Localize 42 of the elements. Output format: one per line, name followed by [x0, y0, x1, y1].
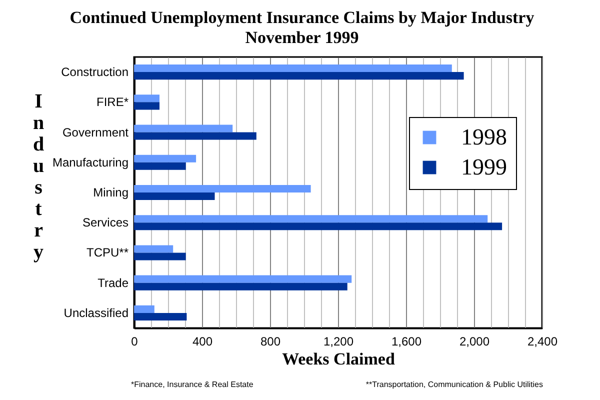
bar: [134, 154, 196, 162]
x-tick-label: 1,200: [323, 334, 354, 348]
bar: [134, 275, 352, 283]
legend-label: 1999: [461, 154, 507, 180]
chart-title: Continued Unemployment Insurance Claims by Major Industry: [70, 8, 535, 27]
bar: [134, 252, 186, 260]
bar: [134, 72, 464, 80]
chart-subtitle: November 1999: [245, 28, 359, 47]
bar: [134, 184, 311, 192]
y-tick-label: Government: [62, 125, 130, 140]
bar: [134, 64, 452, 72]
bar: [134, 94, 160, 102]
x-tick-label: 1,600: [391, 334, 422, 348]
x-tick-label: 2,400: [527, 334, 558, 348]
text: *Finance, Insurance & Real Estate: [131, 380, 254, 389]
y-tick-label: Construction: [61, 65, 128, 80]
y-tick-label: TCPU**: [86, 246, 129, 260]
text: **Transportation, Communication & Public Utilities: [366, 380, 543, 389]
bar: [134, 312, 187, 320]
x-tick-label: 400: [192, 334, 213, 348]
x-axis-title: Weeks Claimed: [282, 350, 396, 368]
bar: [134, 245, 174, 253]
x-tick-label: 800: [260, 334, 281, 348]
bar: [134, 192, 215, 200]
bar: [134, 222, 502, 230]
legend-label: 1998: [461, 124, 507, 150]
y-tick-label: Manufacturing: [52, 155, 128, 170]
y-axis-title: Industry: [32, 90, 44, 263]
bar: [134, 102, 160, 110]
bar: [134, 124, 233, 132]
y-tick-label: Services: [82, 216, 128, 230]
y-tick-label: Trade: [98, 276, 129, 290]
bar: [134, 162, 186, 170]
x-tick-label: 0: [131, 334, 138, 348]
bar: [134, 215, 488, 223]
x-tick-label: 2,000: [459, 334, 490, 348]
y-tick-label: Mining: [93, 186, 128, 200]
y-tick-label: FIRE*: [96, 95, 129, 110]
bar: [134, 132, 256, 140]
bar: [134, 282, 348, 290]
bar: [134, 305, 154, 313]
y-tick-label: Unclassified: [64, 306, 128, 320]
